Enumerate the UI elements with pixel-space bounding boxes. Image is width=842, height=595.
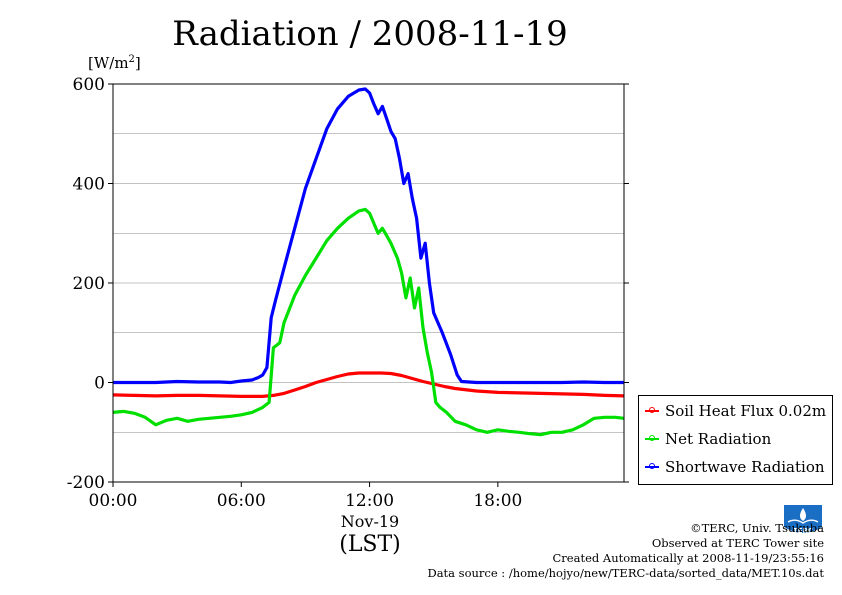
unit-superscript: 2 <box>128 54 135 65</box>
legend-item: Net Radiation <box>645 428 771 450</box>
series-layer <box>112 87 625 437</box>
gridlines <box>113 133 624 433</box>
logo-text: TERC <box>793 527 813 535</box>
credit-source: Data source : /home/hojyo/new/TERC-data/… <box>427 566 824 580</box>
credit-observed: Observed at TERC Tower site <box>651 536 824 550</box>
y-tick-label: 0 <box>94 374 105 394</box>
unit-close: ] <box>134 54 141 72</box>
credit-copyright: ©TERC, Univ. Tsukuba <box>690 521 824 535</box>
unit-text: [W/m <box>88 54 129 72</box>
chart-title: Radiation / 2008-11-19 <box>172 14 568 54</box>
x-date-label: Nov-19 <box>340 512 400 531</box>
y-tick-label: 400 <box>73 175 105 195</box>
credits-block: ©TERC, Univ. Tsukuba Observed at TERC To… <box>427 521 824 581</box>
y-tick-label: -200 <box>67 473 105 493</box>
legend-swatch <box>645 463 659 469</box>
legend-label: Net Radiation <box>665 430 772 448</box>
legend-item: Shortwave Radiation <box>645 456 825 478</box>
x-axis-label: (LST) <box>339 532 401 557</box>
legend-label: Shortwave Radiation <box>665 458 825 476</box>
x-tick-label: 00:00 <box>89 491 138 511</box>
y-axis-unit-label: [W/m2] <box>88 54 141 72</box>
legend: Soil Heat Flux 0.02m Net Radiation Shortwa… <box>638 395 833 485</box>
series-line-soil-heat-flux-0-02m <box>112 371 625 398</box>
credit-created: Created Automatically at 2008-11-19/23:5… <box>552 551 825 565</box>
terc-logo-icon: TERC <box>782 503 824 539</box>
legend-label: Soil Heat Flux 0.02m <box>665 402 827 420</box>
legend-item: Soil Heat Flux 0.02m <box>645 400 826 422</box>
x-tick-label: 12:00 <box>345 491 394 511</box>
series-line-shortwave-radiation <box>113 87 624 385</box>
x-tick-label: 06:00 <box>217 491 266 511</box>
legend-swatch <box>645 407 659 413</box>
y-tick-label: 200 <box>73 274 105 294</box>
series-line-net-radiation <box>112 207 625 437</box>
x-tick-label: 18:00 <box>473 491 522 511</box>
legend-swatch <box>645 435 659 441</box>
y-tick-label: 600 <box>73 75 105 95</box>
